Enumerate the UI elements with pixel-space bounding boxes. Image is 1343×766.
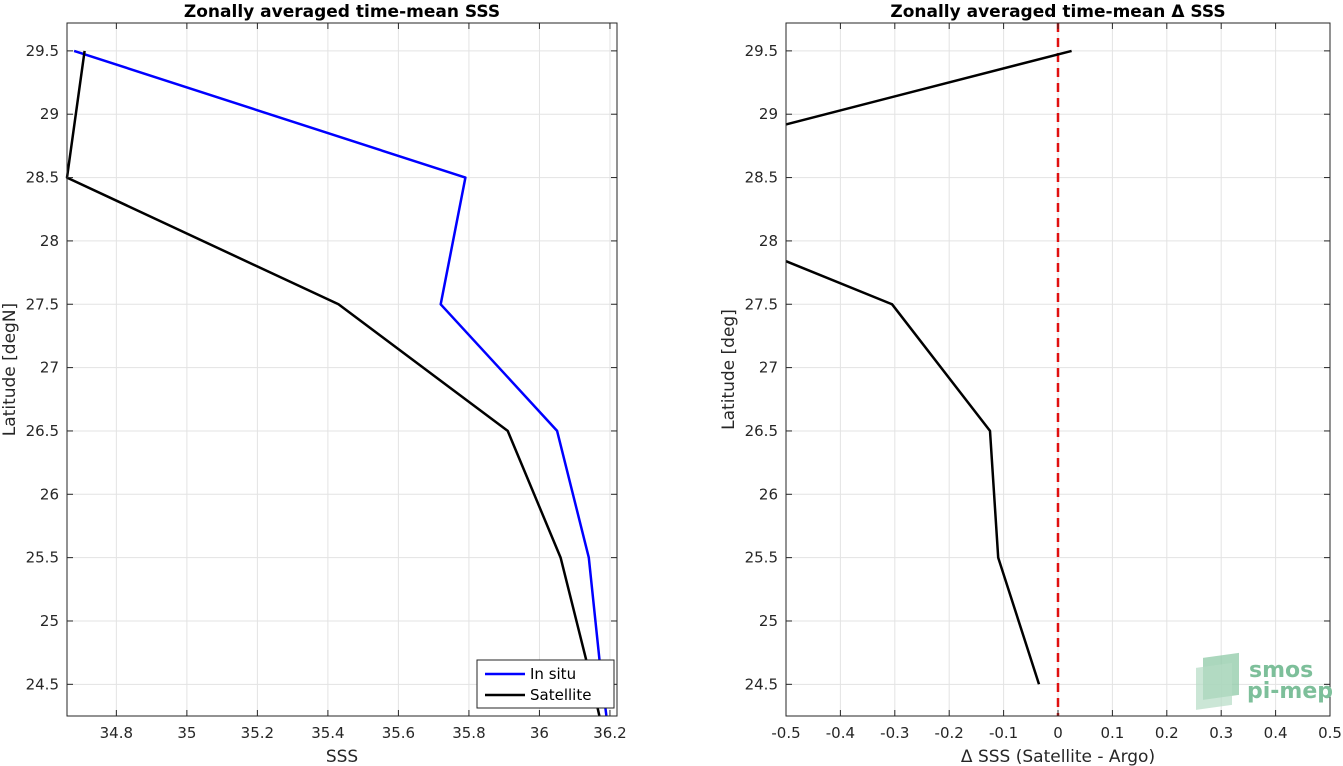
right-y-tick-label: 26 bbox=[759, 485, 778, 503]
left-x-tick-label: 36 bbox=[530, 724, 549, 742]
left-chart-grid bbox=[67, 23, 617, 716]
right-y-tick-label: 29 bbox=[759, 105, 778, 123]
legend-box bbox=[476, 659, 615, 709]
right-x-tick-label: -0.1 bbox=[989, 724, 1018, 742]
left-y-tick-label: 26.5 bbox=[26, 422, 59, 440]
right-chart-title: Zonally averaged time-mean Δ SSS bbox=[890, 2, 1225, 22]
right-y-tick-label: 27 bbox=[759, 359, 778, 377]
right-chart-x-axis-label: Δ SSS (Satellite - Argo) bbox=[961, 747, 1155, 766]
left-y-tick-label: 25 bbox=[40, 612, 59, 630]
logo-mark-icon bbox=[1196, 652, 1239, 710]
right-y-tick-label: 27.5 bbox=[745, 295, 778, 313]
left-chart-frame bbox=[66, 22, 618, 717]
right-chart-lines bbox=[785, 49, 1072, 685]
smos-pi-mep-logo: smos pi-mep bbox=[1196, 652, 1333, 710]
right-x-tick-label: -0.2 bbox=[935, 724, 964, 742]
right-delta-sss-line-segment-1 bbox=[785, 260, 1041, 685]
left-chart-x-ticks: 34.8 35 35.2 35.4 35.6 35.8 36 36.2 bbox=[100, 23, 627, 742]
left-chart-x-axis-label: SSS bbox=[326, 747, 358, 766]
left-x-tick-label: 35.8 bbox=[452, 724, 485, 742]
left-y-tick-label: 27.5 bbox=[26, 295, 59, 313]
logo-text-smos: smos bbox=[1249, 658, 1313, 683]
left-x-tick-label: 34.8 bbox=[100, 724, 133, 742]
right-y-tick-label: 24.5 bbox=[745, 675, 778, 693]
left-chart-y-axis-label: Latitude [degN] bbox=[0, 303, 20, 436]
left-x-tick-label: 36.2 bbox=[593, 724, 626, 742]
right-x-tick-label: 0.4 bbox=[1264, 724, 1288, 742]
right-y-tick-label: 26.5 bbox=[745, 422, 778, 440]
legend-label-satellite: Satellite bbox=[530, 686, 591, 704]
left-y-tick-label: 29.5 bbox=[26, 42, 59, 60]
right-x-tick-label: 0.3 bbox=[1209, 724, 1233, 742]
left-x-tick-label: 35.6 bbox=[382, 724, 415, 742]
logo-text-pi-mep: pi-mep bbox=[1247, 679, 1333, 704]
left-chart-lines bbox=[65, 49, 608, 717]
right-x-tick-label: -0.3 bbox=[880, 724, 909, 742]
legend-label-in-situ: In situ bbox=[530, 665, 576, 683]
right-y-tick-label: 28.5 bbox=[745, 169, 778, 187]
left-chart-y-ticks: 24.5 25 25.5 26 26.5 27 27.5 28 28.5 29 29.5 bbox=[26, 42, 617, 693]
left-y-tick-label: 24.5 bbox=[26, 675, 59, 693]
right-x-tick-label: 0 bbox=[1053, 724, 1063, 742]
right-y-tick-label: 28 bbox=[759, 232, 778, 250]
left-x-tick-label: 35.4 bbox=[311, 724, 344, 742]
left-x-tick-label: 35 bbox=[177, 724, 196, 742]
right-chart-y-ticks: 24.5 25 25.5 26 26.5 27 27.5 28 28.5 29 29.5 bbox=[745, 42, 1330, 693]
left-chart-title: Zonally averaged time-mean SSS bbox=[184, 2, 500, 22]
left-chart-legend: In situ Satellite bbox=[476, 659, 615, 709]
left-in-situ-series-line bbox=[73, 49, 608, 717]
right-chart-y-axis-label: Latitude [deg] bbox=[719, 309, 739, 430]
right-chart-x-ticks: -0.5 -0.4 -0.3 -0.2 -0.1 0 0.1 0.2 0.3 0.4 0.5 bbox=[771, 23, 1342, 742]
left-y-tick-label: 29 bbox=[40, 105, 59, 123]
left-y-tick-label: 28 bbox=[40, 232, 59, 250]
left-y-tick-label: 25.5 bbox=[26, 549, 59, 567]
right-y-tick-label: 25 bbox=[759, 612, 778, 630]
left-y-tick-label: 28.5 bbox=[26, 169, 59, 187]
left-y-tick-label: 26 bbox=[40, 485, 59, 503]
left-satellite-series-line bbox=[65, 50, 601, 717]
right-x-tick-label: 0.2 bbox=[1155, 724, 1179, 742]
right-x-tick-label: -0.5 bbox=[771, 724, 800, 742]
right-x-tick-label: 0.1 bbox=[1100, 724, 1124, 742]
right-x-tick-label: -0.4 bbox=[826, 724, 855, 742]
left-x-tick-label: 35.2 bbox=[241, 724, 274, 742]
right-delta-sss-line-segment-0 bbox=[785, 49, 1072, 126]
right-y-tick-label: 29.5 bbox=[745, 42, 778, 60]
right-chart-panel: Zonally averaged time-mean Δ SSS -0.5 -0.… bbox=[719, 2, 1342, 766]
left-y-tick-label: 27 bbox=[40, 359, 59, 377]
right-y-tick-label: 25.5 bbox=[745, 549, 778, 567]
left-chart-panel: Zonally averaged time-mean SSS 34.8 35 35.… bbox=[0, 2, 627, 766]
right-x-tick-label: 0.5 bbox=[1318, 724, 1342, 742]
